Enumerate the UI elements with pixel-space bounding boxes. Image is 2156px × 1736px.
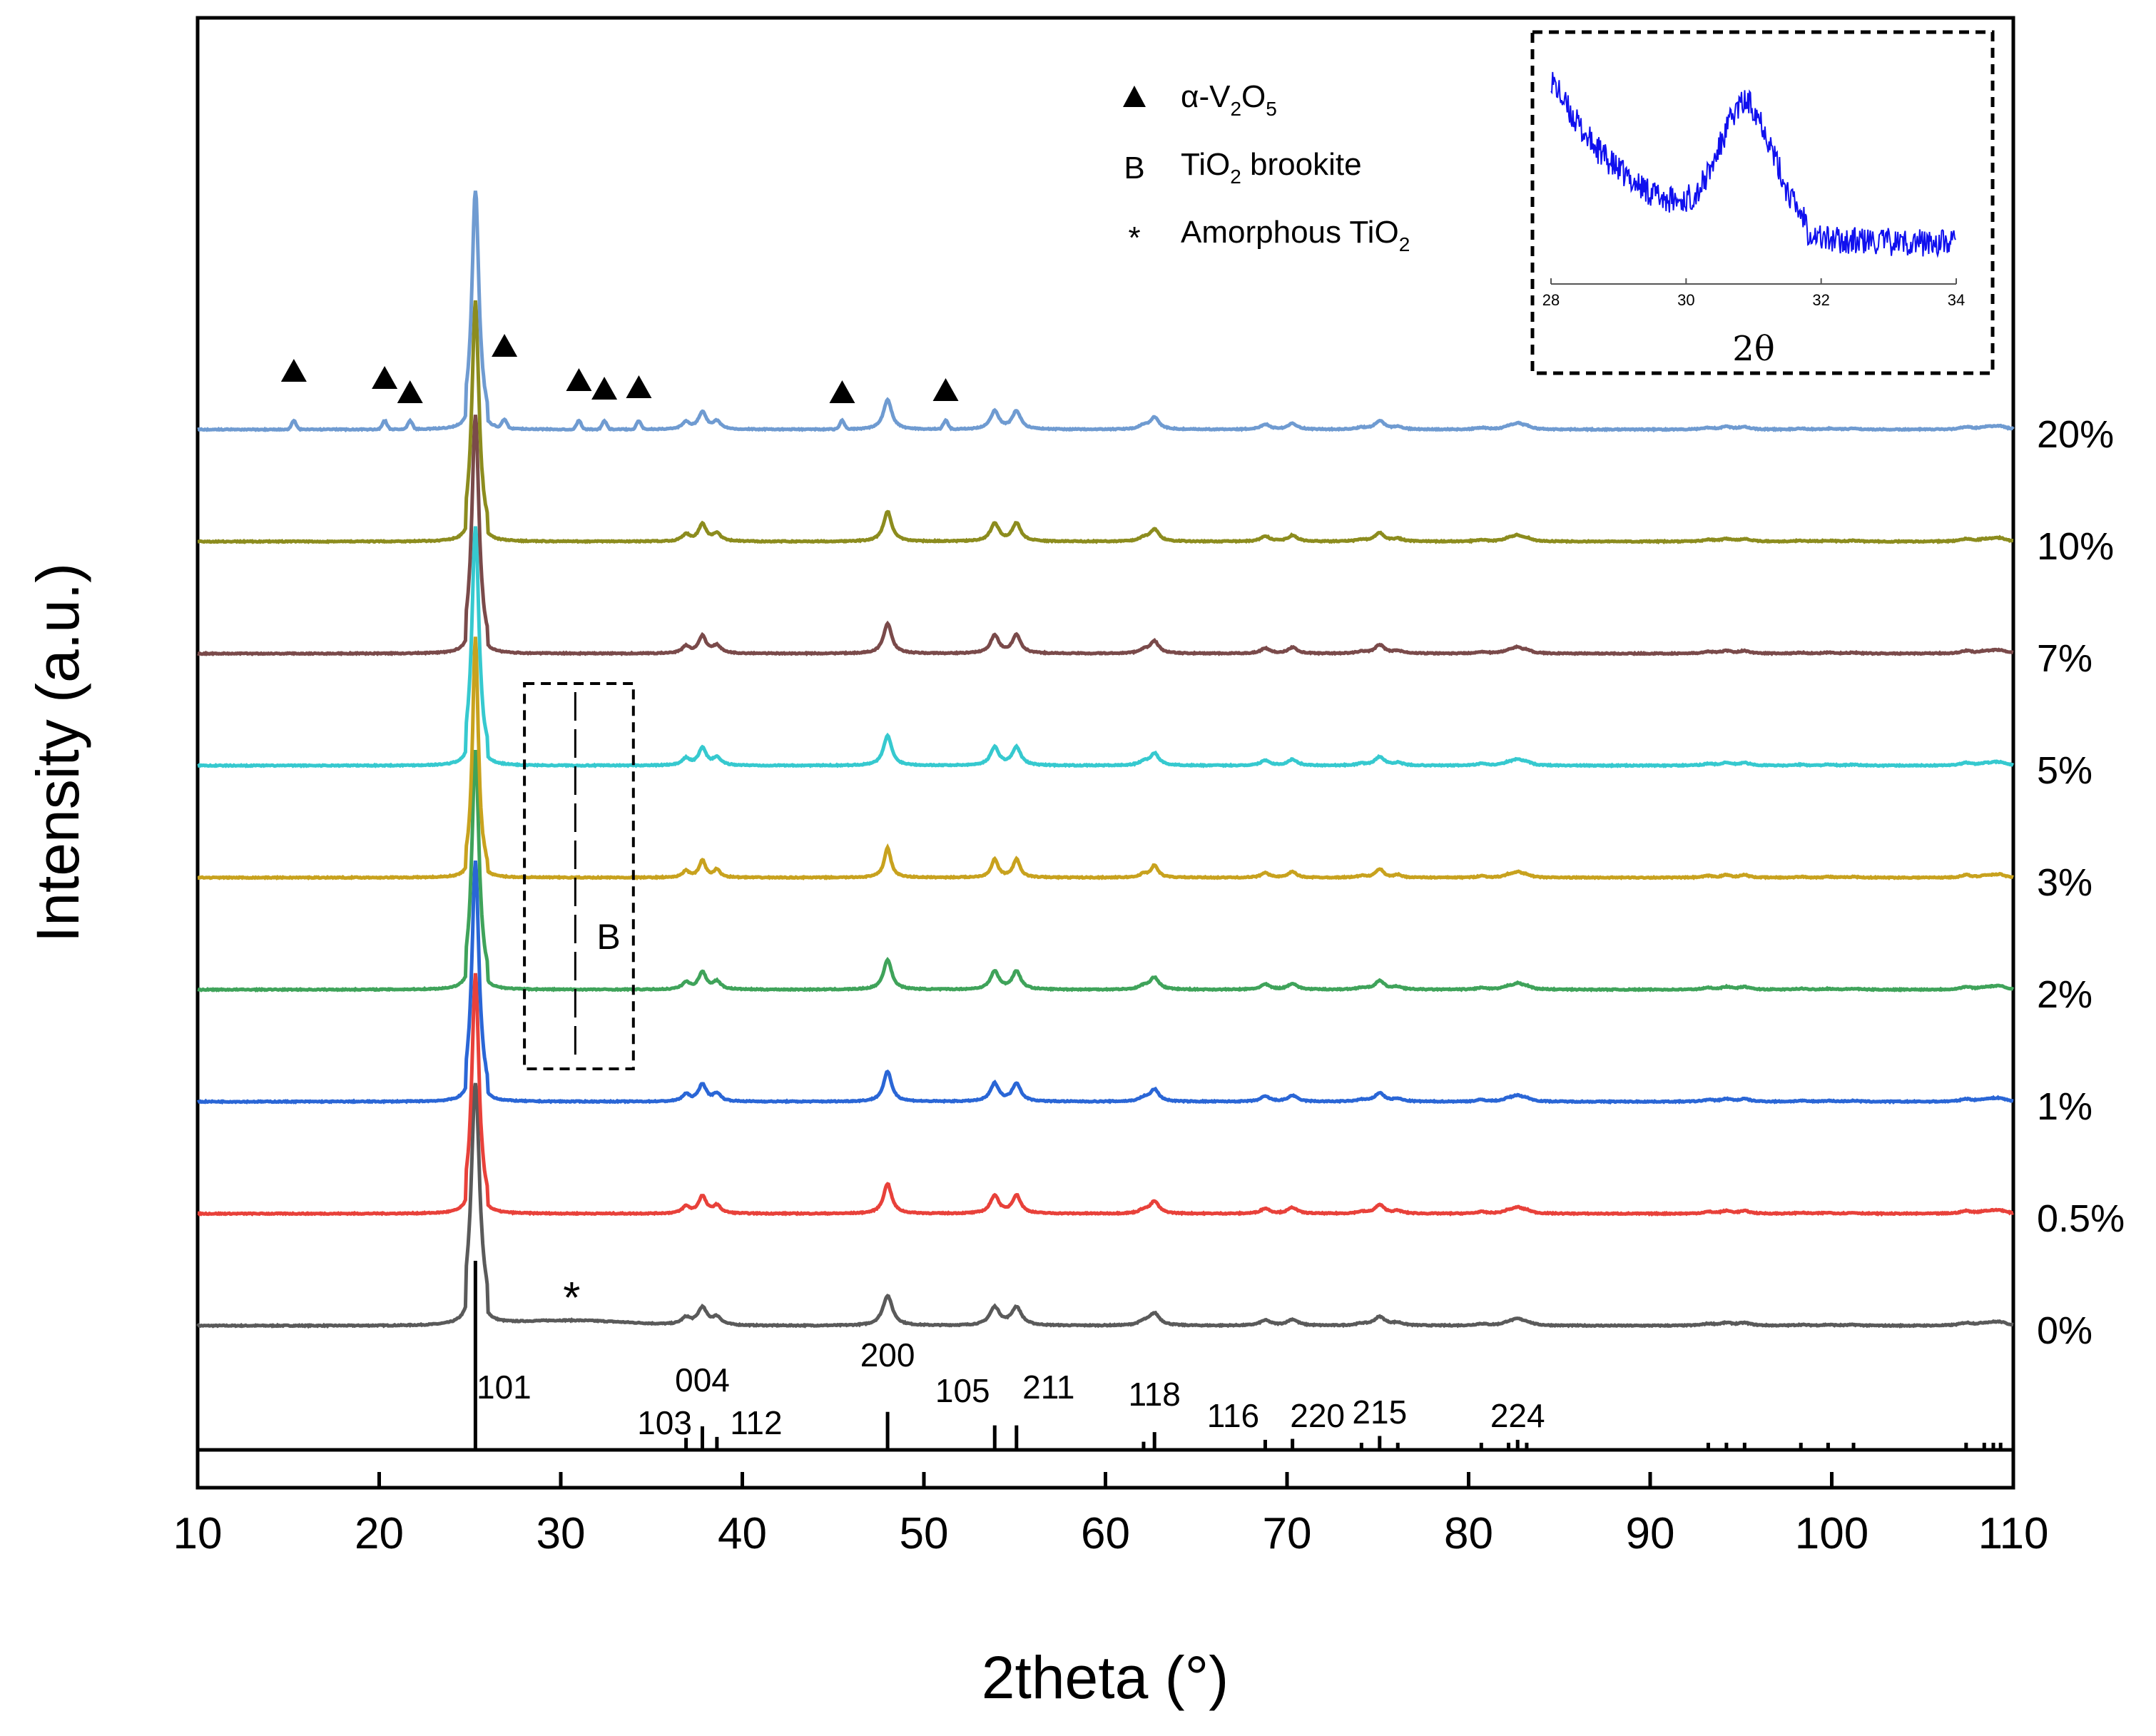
legend-item-v2o5: α-V2O5 — [1123, 79, 1277, 120]
x-tick-label: 40 — [718, 1509, 767, 1558]
series-line-5% — [197, 526, 2015, 768]
inset-series-line — [1550, 71, 1956, 258]
series-label-0.5%: 0.5% — [2037, 1197, 2125, 1240]
anatase-reference-bars — [473, 1261, 2003, 1450]
hkl-label: 004 — [675, 1361, 730, 1399]
series-label-20%: 20% — [2037, 413, 2114, 456]
series-label-5%: 5% — [2037, 749, 2093, 792]
x-tick-label: 80 — [1444, 1509, 1493, 1558]
brookite-region-box — [523, 682, 635, 1070]
inset-x-tick-label: 30 — [1677, 291, 1694, 309]
series-labels: 0% 0.5% 1% 2% 3% 5% 7% 10% 20% — [2037, 413, 2125, 1352]
x-tick-label: 70 — [1263, 1509, 1312, 1558]
hkl-label: 118 — [1129, 1376, 1181, 1413]
series-label-0%: 0% — [2037, 1309, 2093, 1352]
x-tick-label: 50 — [900, 1509, 949, 1558]
hkl-label: 224 — [1490, 1397, 1545, 1434]
triangle-icon — [829, 380, 855, 403]
hkl-label: 116 — [1207, 1397, 1259, 1434]
inset-x-tick-label: 28 — [1542, 291, 1560, 309]
series-label-7%: 7% — [2037, 637, 2093, 680]
legend: α-V2O5 B TiO2 brookite * Amorphous TiO2 — [1123, 79, 1410, 255]
series-line-0% — [196, 1082, 2014, 1329]
series-label-3%: 3% — [2037, 861, 2093, 904]
x-tick-label: 90 — [1626, 1509, 1675, 1558]
x-tick-label: 110 — [1978, 1509, 2049, 1558]
series-line-1% — [196, 860, 2014, 1105]
legend-label-v2o5: α-V2O5 — [1181, 79, 1277, 120]
inset-x-ticks — [1550, 278, 1957, 284]
y-axis-title: Intensity (a.u.) — [24, 563, 91, 943]
x-tick-label: 10 — [173, 1509, 223, 1558]
x-axis-title: 2theta (°) — [982, 1644, 1229, 1711]
series-line-7% — [197, 415, 2014, 656]
triangle-icon — [397, 380, 423, 403]
x-tick-label: 100 — [1795, 1509, 1868, 1558]
triangle-icon — [566, 368, 592, 391]
inset-x-tick-labels: 28 30 32 34 — [1542, 291, 1965, 309]
triangle-icon — [1123, 86, 1146, 107]
amorphous-marker: * — [563, 1274, 580, 1323]
hkl-label: 220 — [1290, 1397, 1345, 1434]
series-line-20% — [197, 191, 2015, 433]
hkl-label: 200 — [860, 1336, 915, 1374]
hkl-label: 101 — [477, 1369, 532, 1406]
series-lines — [196, 191, 2015, 1329]
legend-label-brookite: TiO2 brookite — [1181, 147, 1362, 188]
legend-symbol-amorphous: * — [1128, 220, 1140, 255]
triangle-icon — [280, 359, 307, 382]
x-tick-label: 20 — [355, 1509, 404, 1558]
series-line-3% — [197, 636, 2014, 880]
hkl-label: 211 — [1022, 1369, 1074, 1406]
legend-item-amorphous: * Amorphous TiO2 — [1128, 215, 1410, 255]
x-tick-label: 30 — [537, 1509, 586, 1558]
legend-label-amorphous: Amorphous TiO2 — [1181, 215, 1410, 255]
triangle-icon — [591, 377, 618, 400]
hkl-label: 103 — [637, 1404, 692, 1441]
series-line-0.5% — [197, 973, 2014, 1217]
triangle-icon — [492, 334, 518, 357]
inset-border — [1530, 30, 1995, 375]
series-line-2% — [197, 750, 2015, 993]
series-label-10%: 10% — [2037, 525, 2114, 568]
x-axis-tick-labels: 10 20 30 40 50 60 70 80 90 100 110 — [173, 1509, 2049, 1558]
hkl-label: 112 — [730, 1404, 782, 1441]
x-axis-ticks — [195, 1472, 2015, 1488]
series-label-2%: 2% — [2037, 973, 2093, 1016]
inset-x-axis-title: 2θ — [1732, 329, 1774, 369]
brookite-region: B — [523, 682, 635, 1070]
series-label-1%: 1% — [2037, 1085, 2093, 1128]
legend-symbol-brookite: B — [1124, 151, 1144, 186]
triangle-icon — [626, 375, 652, 398]
hkl-label: 215 — [1352, 1394, 1407, 1431]
inset-x-tick-label: 34 — [1948, 291, 1965, 309]
v2o5-markers — [280, 334, 959, 403]
x-tick-label: 60 — [1081, 1509, 1130, 1558]
triangle-icon — [932, 378, 959, 401]
hkl-label: 105 — [935, 1372, 990, 1409]
series-line-10% — [197, 300, 2014, 545]
triangle-icon — [372, 366, 398, 389]
inset-x-tick-label: 32 — [1812, 291, 1829, 309]
inset-panel: 28 30 32 34 2θ — [1530, 30, 1995, 375]
legend-item-brookite: B TiO2 brookite — [1124, 147, 1361, 188]
brookite-region-label: B — [596, 917, 620, 957]
